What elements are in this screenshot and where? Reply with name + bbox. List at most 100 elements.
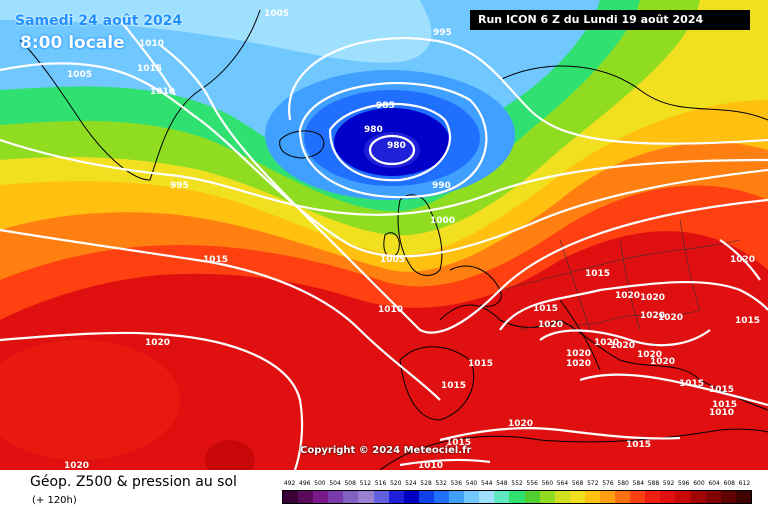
isobar-label: 1010 <box>709 408 734 418</box>
color-scale-swatch <box>494 491 510 503</box>
field-band-532 <box>0 0 432 63</box>
color-scale-label: 608 <box>723 480 735 487</box>
color-scale-swatch <box>675 491 691 503</box>
coastline-britain <box>397 194 443 276</box>
isobar-label: 980 <box>364 125 383 135</box>
color-scale-label: 548 <box>496 480 508 487</box>
color-scale-label: 556 <box>526 480 538 487</box>
color-scale-swatch <box>735 491 751 503</box>
isobar-1020 <box>0 331 304 470</box>
color-scale-label: 524 <box>405 480 417 487</box>
color-scale-bar <box>282 490 752 504</box>
forecast-date: Samedi 24 août 2024 <box>15 13 183 29</box>
isobar-label: 995 <box>433 28 452 38</box>
isobar-label: 1015 <box>137 64 162 74</box>
map-canvas: 1005101010151005101099598598098099099510… <box>0 0 768 470</box>
isobar-1020-east <box>539 329 711 347</box>
isobar-label: 1015 <box>446 438 471 448</box>
field-spot <box>0 340 180 460</box>
isobar-980 <box>368 134 416 166</box>
color-scale-label: 532 <box>435 480 447 487</box>
color-scale-swatch <box>705 491 721 503</box>
isobar-label: 1020 <box>538 320 563 330</box>
isobar-label: 990 <box>432 181 451 191</box>
copyright-text: Copyright © 2024 Meteociel.fr <box>300 445 472 456</box>
field-band-516 <box>364 132 420 168</box>
color-scale-swatch <box>373 491 389 503</box>
color-scale-label: 492 <box>283 480 296 487</box>
legend-title: Géop. Z500 & pression au sol <box>30 474 237 490</box>
color-scale-swatch <box>479 491 495 503</box>
color-scale-swatch <box>554 491 570 503</box>
isobar-1015 <box>0 228 441 401</box>
color-scale-swatch <box>449 491 465 503</box>
legend-footer: Géop. Z500 & pression au sol (+ 120h) 49… <box>0 470 768 512</box>
isobar-985 <box>328 102 451 182</box>
color-scale-label: 508 <box>344 480 356 487</box>
color-scale-swatch <box>403 491 419 503</box>
isobar-label: 1005 <box>264 9 289 19</box>
isobar-label: 1015 <box>679 379 704 389</box>
color-scale-label: 572 <box>587 480 599 487</box>
isobar-label: 1000 <box>430 216 455 226</box>
isobar-label: 980 <box>387 141 406 151</box>
isobar-995 <box>288 37 768 145</box>
color-scale-swatch <box>388 491 404 503</box>
isobar-label: 1010 <box>418 461 443 470</box>
isobar-1010-north <box>119 19 176 96</box>
color-scale-label: 536 <box>450 480 463 487</box>
color-scale-label: 512 <box>359 480 372 487</box>
color-scale-label: 528 <box>420 480 432 487</box>
isobar-label: 1010 <box>150 87 175 97</box>
color-scale-label: 588 <box>647 480 660 487</box>
isobar-1010 <box>159 44 768 334</box>
color-scale-label: 560 <box>541 480 554 487</box>
color-scale-swatch <box>524 491 540 503</box>
isobar-1015-south <box>579 373 768 407</box>
isobar-labels: 1005101010151005101099598598098099099510… <box>64 9 760 470</box>
isobar-label: 1020 <box>508 419 533 429</box>
color-scale-swatch <box>509 491 525 503</box>
isobar-label: 1020 <box>610 341 635 351</box>
isobar-1020-ne <box>719 239 761 281</box>
color-scale-label: 592 <box>662 480 675 487</box>
coastline-scandinavia <box>499 65 768 121</box>
isobar-label: 1020 <box>615 291 640 301</box>
isobar-label: 985 <box>376 101 395 111</box>
isobar-label: 1015 <box>533 304 558 314</box>
color-scale-label: 552 <box>511 480 523 487</box>
color-scale-swatch <box>690 491 706 503</box>
color-scale-label: 568 <box>571 480 584 487</box>
color-scale-swatch <box>660 491 676 503</box>
isobars <box>0 19 768 470</box>
color-scale-label: 544 <box>480 480 493 487</box>
field-spot <box>205 440 255 470</box>
isobar-1005 <box>0 62 768 258</box>
isobar-label: 1020 <box>566 359 591 369</box>
isobar-label: 995 <box>170 181 189 191</box>
isobar-label: 1010 <box>378 305 403 315</box>
isobar-label: 1020 <box>650 357 675 367</box>
isobar-label: 1020 <box>145 338 170 348</box>
isobar-label: 1005 <box>67 70 92 80</box>
isobar-1000 <box>0 138 768 216</box>
coastline-ireland <box>383 232 400 258</box>
isobar-label: 1020 <box>640 311 665 321</box>
color-scale-label: 580 <box>617 480 629 487</box>
coastline-iberia <box>399 346 475 421</box>
color-scale-label: 604 <box>708 480 720 487</box>
color-scale-swatch <box>599 491 616 503</box>
color-scale-label: 584 <box>632 480 645 487</box>
isobar-label: 1015 <box>712 400 737 410</box>
color-scale-label: 596 <box>678 480 690 487</box>
isobar-label: 1020 <box>594 338 619 348</box>
isobar-label: 1015 <box>468 359 493 369</box>
color-scale-swatch <box>630 491 646 503</box>
isobar-1015-east <box>499 281 768 331</box>
coastline-italy <box>559 299 601 371</box>
coastline-europe-south <box>439 304 768 411</box>
coastlines <box>19 9 768 470</box>
color-scale-swatch <box>328 491 344 503</box>
color-scale-swatch <box>418 491 434 503</box>
color-scale-swatch <box>313 491 329 503</box>
